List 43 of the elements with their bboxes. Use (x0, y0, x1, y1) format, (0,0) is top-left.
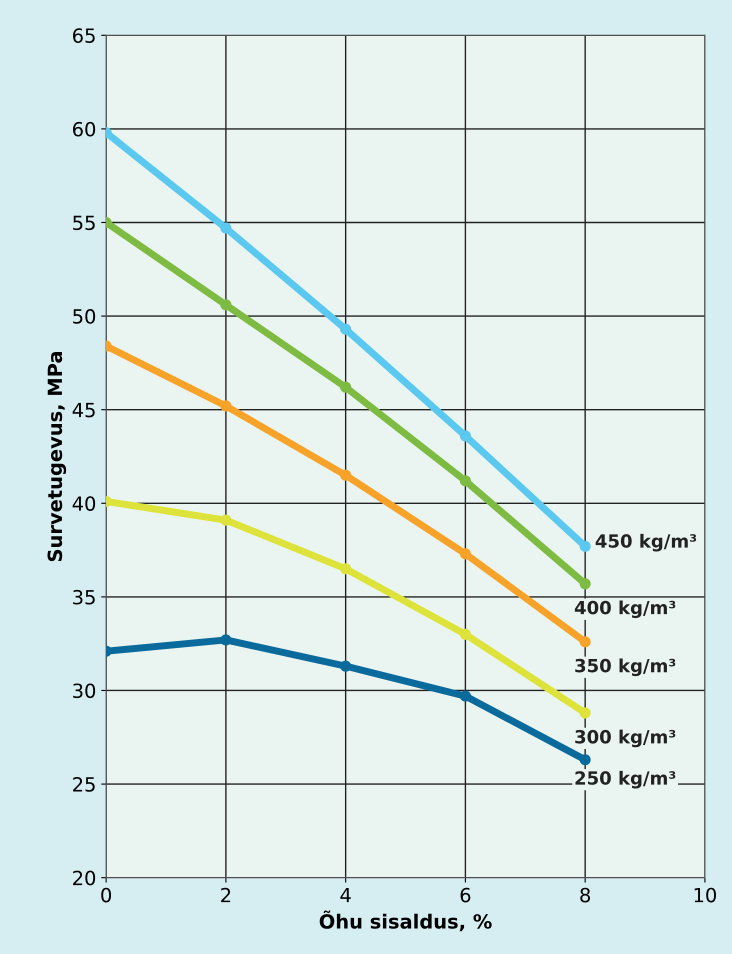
y-tick-label: 25 (73, 777, 95, 792)
point (580, 636, 591, 648)
point (220, 634, 232, 646)
point (460, 475, 471, 486)
x-tick-label: 0 (101, 888, 112, 902)
y-tick-label: 20 (73, 870, 96, 886)
point (580, 540, 591, 552)
x-tick-label: 6 (460, 888, 470, 902)
y-axis-title: Survetugevus, MPa (47, 352, 66, 562)
point (340, 563, 352, 574)
y-tick-label: 60 (73, 122, 96, 137)
point (340, 470, 352, 481)
point (460, 548, 471, 560)
y-tick-label: 40 (72, 496, 96, 511)
y-tick-label: 35 (73, 590, 95, 605)
x-tick-label: 10 (694, 888, 716, 902)
point (220, 222, 232, 234)
y-tick-label: 30 (73, 683, 96, 698)
x-tick-label: 2 (221, 888, 230, 902)
point (460, 690, 471, 702)
series-label: 350 kg/m³ (575, 658, 676, 676)
point (220, 299, 232, 310)
point (220, 400, 232, 412)
series-label: 300 kg/m³ (575, 730, 676, 748)
y-tick-label: 50 (73, 309, 96, 324)
point (460, 430, 471, 442)
series-label: 450 kg/m³ (596, 534, 696, 552)
x-tick-label: 4 (340, 888, 351, 902)
y-tick-label: 65 (73, 28, 95, 43)
x-tick-label: 8 (580, 888, 590, 902)
y-tick-label: 55 (73, 216, 95, 230)
point (340, 382, 352, 393)
series-label: 250 kg/m³ (575, 770, 676, 788)
point (340, 324, 352, 335)
point (220, 514, 232, 526)
point (340, 660, 352, 672)
point (580, 578, 591, 590)
series-label: 400 kg/m³ (574, 600, 676, 618)
point (460, 628, 471, 640)
x-axis-title: Õhu sisaldus, % (320, 910, 492, 932)
point (580, 754, 591, 766)
point (580, 707, 591, 719)
y-tick-label: 45 (72, 402, 95, 418)
